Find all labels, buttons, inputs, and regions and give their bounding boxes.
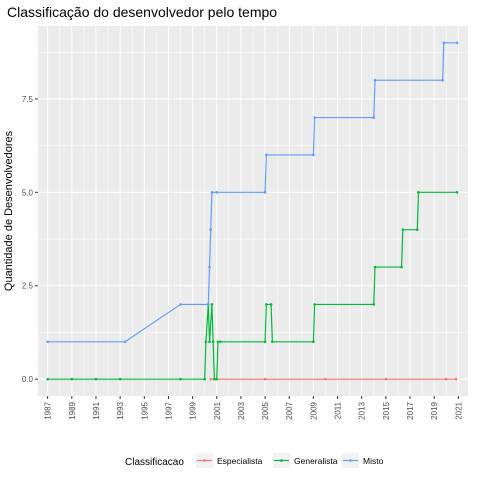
- x-tick-label: 1987: [44, 401, 53, 419]
- x-tick-label: 1995: [140, 401, 149, 419]
- axis-ticks: [35, 98, 459, 399]
- data-point-especialista: [444, 377, 448, 381]
- x-tick-label: 1999: [189, 401, 198, 419]
- y-tick-labels: 0.0 2.5 5.0 7.5: [22, 95, 34, 384]
- data-point-misto: [264, 153, 268, 157]
- data-point-misto: [179, 303, 182, 306]
- y-tick-label: 2.5: [22, 282, 34, 291]
- data-point-generalista: [94, 377, 98, 381]
- data-point-generalista: [203, 377, 206, 381]
- x-tick-label: 1993: [116, 401, 125, 419]
- x-tick-label: 2007: [285, 401, 294, 419]
- data-point-generalista: [204, 340, 208, 344]
- data-point-generalista: [417, 191, 420, 194]
- data-point-generalista: [264, 303, 268, 306]
- data-point-misto: [209, 228, 213, 231]
- data-point-misto: [455, 41, 459, 45]
- legend-point-generalista: [280, 459, 283, 462]
- data-point-misto: [442, 41, 446, 45]
- x-tick-labels: 1987 1989 1991 1993 1995 1997 1999 2001 2003 2005…: [44, 401, 464, 419]
- data-point-generalista: [213, 377, 216, 381]
- data-point-generalista: [46, 377, 49, 381]
- legend-point-misto: [349, 459, 352, 462]
- data-point-misto: [372, 116, 376, 119]
- data-point-especialista: [209, 377, 213, 381]
- data-point-misto: [441, 78, 444, 82]
- x-tick-label: 2009: [309, 401, 318, 419]
- data-point-generalista: [179, 377, 182, 381]
- data-point-generalista: [400, 265, 403, 269]
- data-point-generalista: [263, 340, 267, 344]
- data-point-generalista: [208, 340, 211, 344]
- data-point-misto: [207, 303, 210, 306]
- data-point-misto: [208, 265, 211, 269]
- data-point-generalista: [70, 377, 74, 381]
- legend: Classificacao Especialista Generalista Mis…: [125, 453, 384, 468]
- x-tick-label: 2013: [358, 401, 367, 419]
- series-generalista: [46, 191, 459, 381]
- y-tick-label: 7.5: [22, 95, 34, 104]
- series-layer: [46, 41, 459, 381]
- x-tick-label: 1989: [68, 401, 77, 419]
- data-point-generalista: [219, 340, 222, 344]
- data-point-generalista: [312, 340, 315, 344]
- grid-major: [38, 26, 468, 396]
- y-tick-label: 5.0: [22, 188, 34, 197]
- chart-title: Classificação do desenvolvedor pelo temp…: [7, 4, 277, 20]
- data-point-misto: [313, 116, 316, 119]
- y-tick-label: 0.0: [22, 375, 34, 384]
- y-axis-label: Quantidade de Desenvolvedores: [3, 130, 15, 291]
- x-tick-label: 2001: [213, 401, 222, 419]
- x-tick-label: 2003: [237, 401, 246, 419]
- x-tick-label: 1991: [92, 401, 101, 419]
- data-point-generalista: [271, 340, 274, 344]
- data-point-generalista: [415, 228, 419, 231]
- data-point-generalista: [455, 191, 459, 194]
- data-point-misto: [123, 340, 127, 344]
- data-point-generalista: [372, 303, 376, 306]
- data-point-misto: [46, 340, 49, 344]
- x-tick-label: 2011: [334, 401, 343, 419]
- x-tick-label: 2019: [430, 401, 439, 419]
- data-point-generalista: [210, 303, 214, 306]
- x-tick-label: 2017: [406, 401, 415, 419]
- legend-label-especialista: Especialista: [217, 456, 263, 466]
- data-point-especialista: [324, 377, 327, 381]
- data-point-generalista: [373, 265, 377, 269]
- data-point-generalista: [215, 377, 219, 381]
- data-point-especialista: [454, 377, 458, 381]
- series-misto: [46, 41, 459, 344]
- data-point-misto: [312, 153, 315, 157]
- legend-label-misto: Misto: [363, 456, 384, 466]
- legend-title: Classificacao: [125, 457, 184, 468]
- data-point-generalista: [216, 340, 220, 344]
- data-point-generalista: [269, 303, 273, 306]
- legend-point-especialista: [203, 459, 206, 462]
- data-point-generalista: [118, 377, 122, 381]
- data-point-especialista: [263, 377, 267, 381]
- data-point-misto: [263, 191, 267, 194]
- data-point-especialista: [384, 377, 388, 381]
- x-tick-label: 1997: [164, 401, 173, 419]
- data-point-misto: [210, 191, 214, 194]
- data-point-misto: [215, 191, 219, 194]
- x-tick-label: 2005: [261, 401, 270, 419]
- data-point-generalista: [401, 228, 405, 231]
- data-point-misto: [373, 78, 377, 82]
- legend-label-generalista: Generalista: [294, 456, 338, 466]
- grid-minor: [38, 26, 468, 396]
- data-point-generalista: [313, 303, 316, 306]
- x-tick-label: 2021: [454, 401, 463, 419]
- data-point-generalista: [211, 340, 215, 344]
- x-tick-label: 2015: [382, 401, 391, 419]
